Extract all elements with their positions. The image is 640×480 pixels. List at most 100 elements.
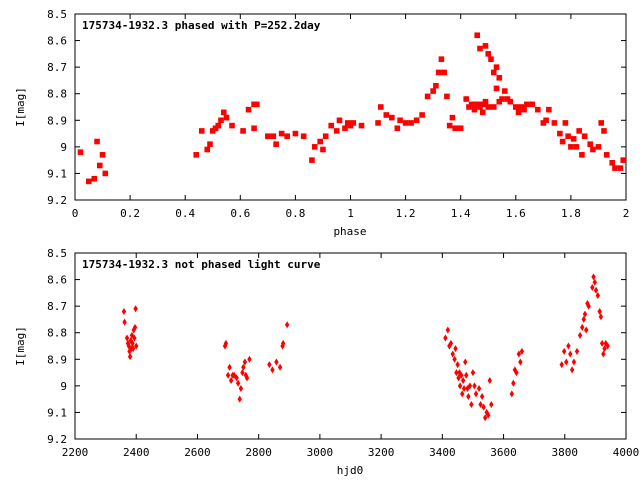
x-tick-label: 2800 [245, 446, 272, 459]
x-tick-label: 2200 [62, 446, 89, 459]
data-point [449, 114, 456, 121]
y-tick-label: 9.2 [47, 433, 67, 446]
data-point [124, 334, 130, 342]
data-point [478, 400, 483, 408]
data-point [571, 358, 577, 366]
x-tick-label: 1.6 [506, 207, 526, 220]
data-point [511, 379, 516, 387]
data-point [551, 120, 558, 126]
data-point [358, 122, 365, 129]
data-point [513, 104, 519, 110]
data-point [397, 117, 403, 124]
data-point [487, 377, 492, 385]
data-point [479, 109, 486, 116]
y-tick-label: 8.5 [47, 8, 67, 21]
y-tick-label: 9.1 [47, 167, 67, 180]
data-point [229, 122, 235, 129]
data-point [612, 165, 618, 171]
data-point [559, 361, 564, 369]
data-point [580, 323, 585, 331]
data-point [198, 128, 205, 134]
data-point [245, 106, 252, 113]
data-point [242, 358, 248, 366]
data-point [223, 114, 230, 121]
data-point [413, 117, 420, 124]
data-point [280, 339, 286, 347]
data-point [240, 128, 246, 134]
data-point [488, 56, 494, 62]
axis-ticks: 2200 2400 2600 2800 3000 3200 3400 3600 3800 4000… [47, 247, 639, 459]
data-point [446, 122, 453, 129]
data-point [466, 392, 471, 400]
x-tick-label: 0.6 [230, 207, 250, 220]
data-point [598, 313, 604, 321]
data-point [243, 371, 249, 379]
y-tick-label: 8.8 [47, 327, 67, 340]
data-point [514, 369, 519, 377]
y-tick-label: 9 [60, 141, 67, 154]
data-point [473, 390, 479, 398]
data-point [569, 366, 575, 374]
data-point [317, 138, 323, 145]
data-point [595, 292, 601, 300]
data-point [496, 74, 503, 81]
data-point [454, 369, 459, 377]
plot-frame [74, 13, 627, 201]
data-point [486, 411, 491, 419]
data-point [445, 326, 451, 334]
data-point [568, 350, 573, 358]
data-point [519, 347, 525, 355]
data-point [265, 133, 271, 140]
data-point [467, 382, 473, 390]
data-point [375, 120, 381, 126]
data-point [593, 286, 599, 294]
data-point [132, 334, 137, 342]
data-point [284, 133, 290, 140]
data-point [591, 273, 596, 281]
data-point [223, 339, 229, 347]
x-tick-label: 2600 [184, 446, 211, 459]
data-point [561, 347, 567, 355]
data-point [240, 369, 245, 377]
data-point [568, 144, 574, 150]
data-point [218, 117, 224, 124]
x-tick-label: 1.2 [396, 207, 416, 220]
data-point [122, 318, 127, 326]
data-point [235, 379, 241, 387]
data-point [586, 302, 591, 310]
data-point [590, 146, 596, 153]
data-point [438, 56, 445, 62]
data-point [609, 160, 616, 166]
data-point [433, 82, 439, 89]
data-point [490, 69, 497, 76]
y-tick-label: 8.6 [47, 35, 67, 48]
data-point [342, 125, 348, 132]
data-point [328, 122, 335, 129]
data-point [469, 400, 474, 408]
data-point [597, 307, 602, 315]
x-tick-label: 0 [72, 207, 79, 220]
data-point [489, 400, 494, 408]
y-tick-label: 8.5 [47, 247, 67, 260]
unphased-light-curve-panel: 175734-1932.3 not phased light curve hjd… [14, 247, 639, 477]
data-point [430, 88, 436, 94]
data-point [581, 133, 588, 140]
data-point [459, 371, 464, 379]
data-point [274, 358, 279, 366]
data-point [456, 374, 461, 382]
y-tick-label: 8.7 [47, 61, 67, 74]
data-point [452, 125, 458, 132]
data-point [471, 106, 478, 113]
data-point [277, 363, 283, 371]
data-point [620, 157, 627, 163]
x-axis-label: hjd0 [337, 464, 364, 477]
y-axis-label: I[mag] [14, 326, 27, 366]
data-point [524, 101, 530, 108]
data-point [284, 321, 290, 329]
data-point [227, 363, 232, 371]
y-tick-label: 9.2 [47, 194, 67, 207]
data-point [394, 125, 401, 132]
data-point [521, 106, 527, 113]
data-point [389, 114, 395, 121]
